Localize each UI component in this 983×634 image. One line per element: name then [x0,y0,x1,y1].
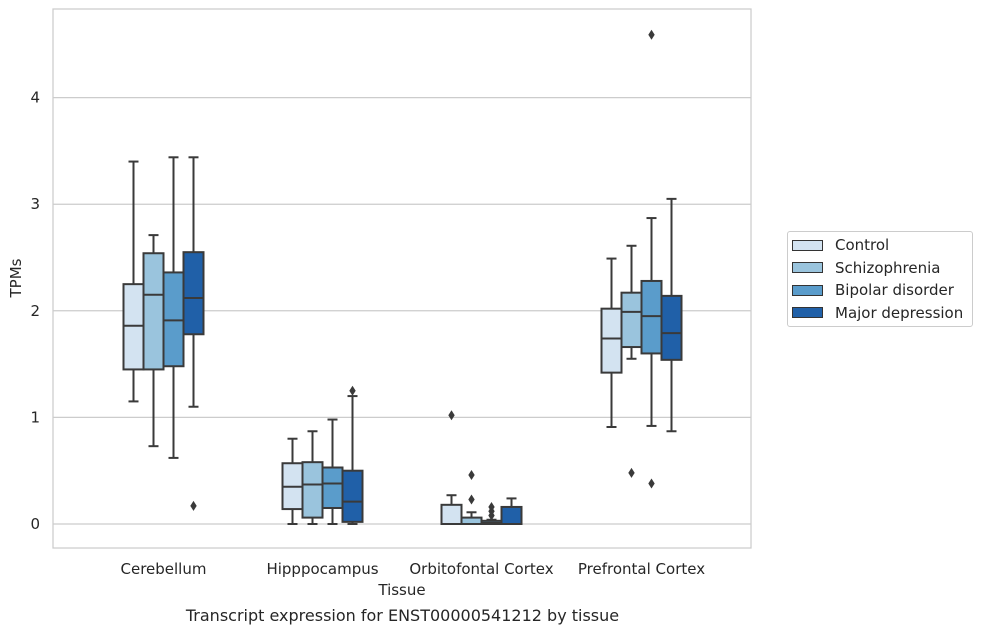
outlier-point [468,469,475,480]
box-group [281,437,304,525]
y-tick-label: 2 [30,302,40,320]
x-tick-label: Prefrontal Cortex [578,560,705,578]
box-iqr [301,461,324,519]
box-group [640,29,663,489]
x-axis-label: Tissue [377,581,425,599]
y-tick-label: 3 [30,195,40,213]
legend-item: Bipolar disorder [792,280,954,300]
box-iqr [341,469,364,523]
box-iqr [182,251,205,336]
box-iqr [142,252,165,371]
legend-label: Schizophrenia [835,258,941,277]
legend-label: Major depression [835,303,964,322]
legend-swatch [792,307,823,318]
outlier-point [648,478,655,489]
box-iqr [620,291,643,349]
outlier-point [468,494,475,505]
y-tick-label: 4 [30,89,40,107]
chart-caption: Transcript expression for ENST0000054121… [185,606,620,625]
box-group [301,430,324,525]
box-iqr [162,271,185,368]
box-iqr [640,279,663,355]
legend-item: Schizophrenia [792,258,940,278]
outlier-point [488,501,495,512]
box-group [480,501,503,526]
box-iqr [500,505,523,525]
y-tick-label: 1 [30,408,40,426]
box-group [122,160,145,403]
box-iqr [122,283,145,371]
box-group [500,497,523,525]
outlier-point [628,467,635,478]
outlier-point [190,500,197,511]
box-group [620,244,643,478]
box-plots [122,29,683,526]
legend-swatch [792,262,823,273]
box-iqr [440,503,463,526]
box-group [460,469,483,526]
box-group [660,197,683,433]
box-group [142,234,165,448]
y-axis-label: TPMs [7,258,25,298]
legend-item: Major depression [792,303,963,323]
x-tick-label: Hipppocampus [266,560,378,578]
plot-frame [52,8,752,549]
legend-label: Bipolar disorder [835,281,954,299]
box-group [600,257,623,428]
outlier-point [349,385,356,396]
x-tick-label: Cerebellum [121,560,207,578]
box-group [341,385,364,525]
legend-swatch [792,239,823,251]
x-tick-label: Orbitofontal Cortex [409,560,553,578]
box-group [440,410,463,526]
box-iqr [660,294,683,361]
x-tick-labels: Cerebellum Hipppocampus Orbitofontal Corte… [121,560,706,578]
outlier-point [648,29,655,40]
legend-swatch [792,284,823,296]
box-iqr [321,466,344,510]
legend-item: Control [792,235,889,255]
y-tick-label: 0 [30,515,40,533]
outlier-point [448,410,455,421]
y-tick-labels: 0 1 2 3 4 [30,89,40,533]
legend-label: Control [835,236,890,254]
legend: Control Schizophrenia Bipolar disorder Majo… [787,231,973,327]
box-group [182,156,205,511]
box-group [321,418,344,525]
box-group [162,156,185,459]
box-iqr [600,307,623,374]
